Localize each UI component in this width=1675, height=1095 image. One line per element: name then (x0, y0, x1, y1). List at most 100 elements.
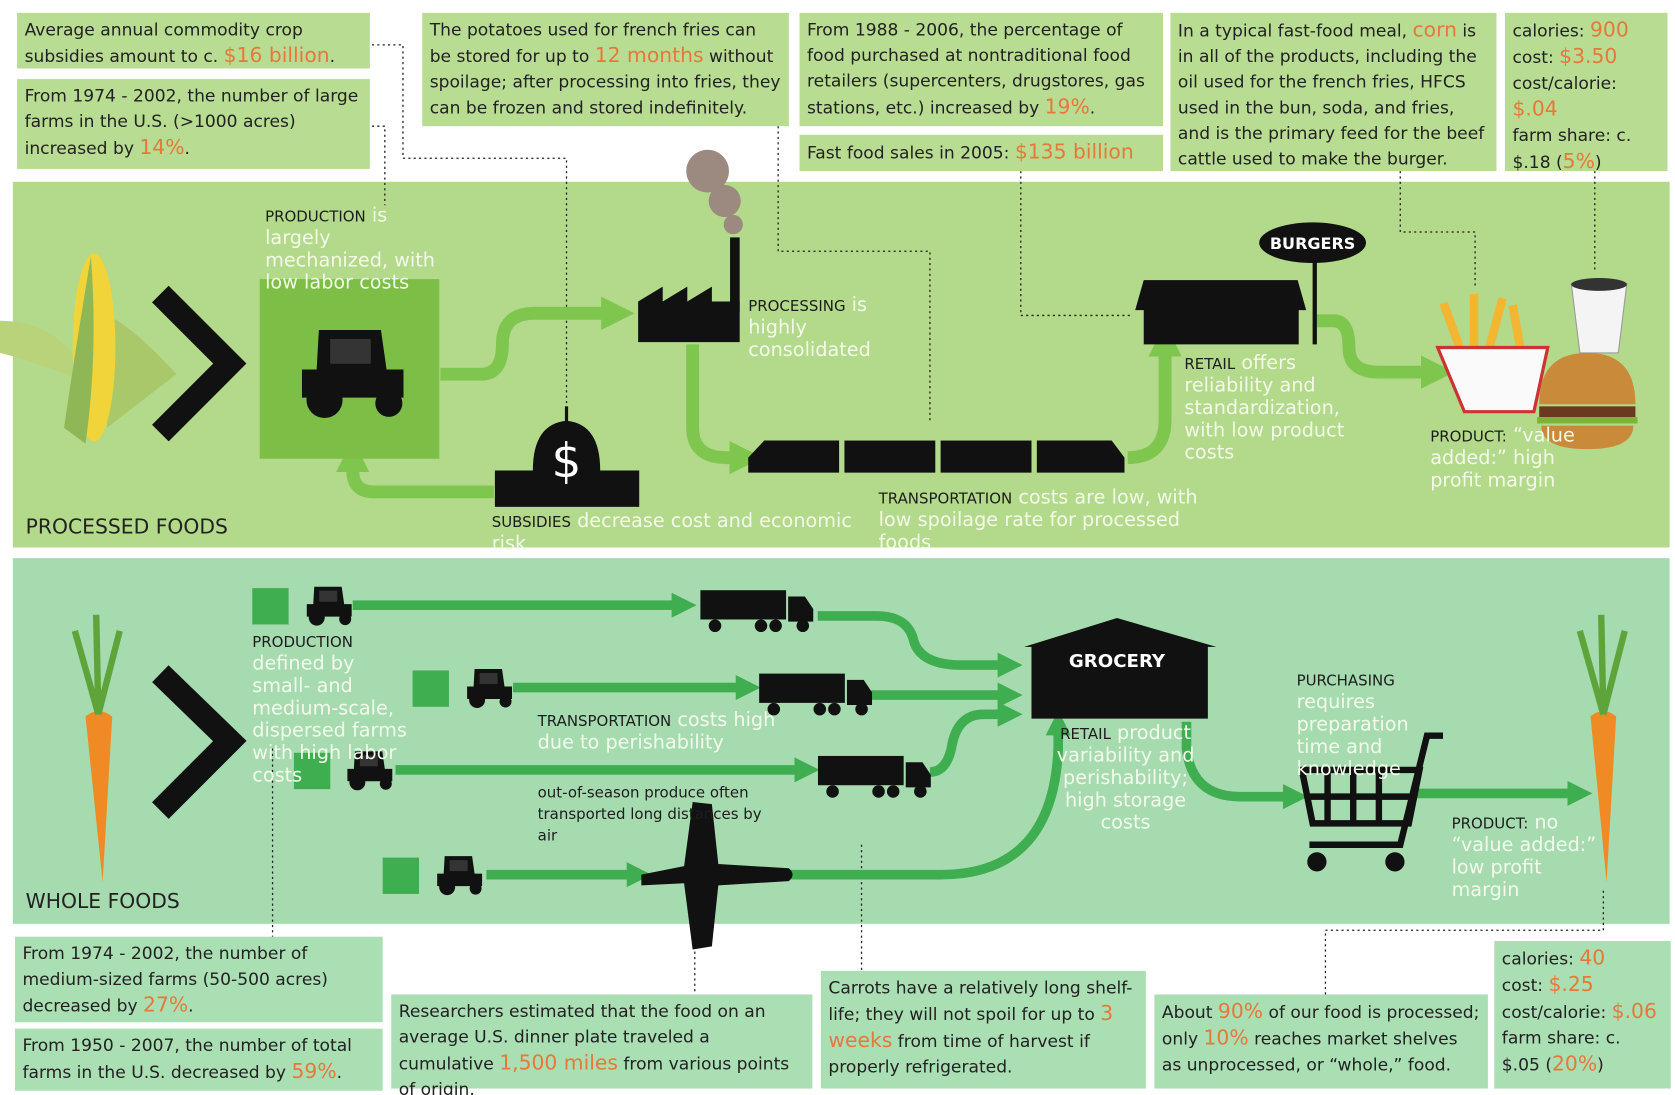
meal-icon-part (1537, 417, 1637, 423)
text: cost: (1502, 975, 1549, 995)
highlight-text: 12 months (595, 44, 704, 68)
step-label: PRODUCT: “value added:” high profit marg… (1430, 426, 1580, 493)
text: About (1162, 1002, 1218, 1022)
highlight-text: 27% (143, 993, 188, 1017)
step-label: out-of-season produce often transported … (538, 783, 768, 847)
farms-part (252, 588, 288, 624)
step-label: RETAIL product variability and perishabi… (1051, 723, 1201, 835)
stats-note: calories: 40cost: $.25cost/calorie: $.06… (1494, 941, 1670, 1089)
stat-line: cost/calorie: $.04 (1512, 71, 1660, 123)
highlight-text: corn (1412, 18, 1456, 42)
text: farm share: c. (1502, 1028, 1621, 1048)
highlight-text: 10% (1204, 1027, 1249, 1051)
stat-line: calories: 900 (1512, 17, 1660, 44)
page: $ BURGERS GROCERY Average annual commodi… (0, 0, 1675, 1095)
dollar-sign: $ (552, 434, 582, 489)
highlight-text: 40 (1579, 946, 1605, 970)
highlight-text: defined by small- and medium-scale, disp… (252, 652, 407, 787)
step-label: SUBSIDIES decrease cost and economic ris… (492, 511, 877, 556)
text: PURCHASING (1297, 673, 1395, 690)
step-label: PRODUCTION defined by small- and medium-… (252, 631, 418, 788)
highlight-text: 1,500 miles (499, 1051, 618, 1075)
stat-line: cost: $.25 (1502, 972, 1663, 999)
text: . (188, 996, 193, 1016)
meal-icon-part (1539, 406, 1635, 417)
text: PRODUCTION (265, 209, 366, 226)
highlight-text: 900 (1590, 18, 1629, 42)
text: SUBSIDIES (492, 514, 571, 531)
text: From 1974 - 2002, the number of large fa… (25, 86, 359, 159)
stat-line: farm share: c. (1502, 1025, 1663, 1051)
text: ) (1595, 152, 1602, 172)
highlight-text: 19% (1045, 95, 1090, 119)
fact-note: Average annual commodity crop subsidies … (17, 13, 370, 69)
stat-line: cost/calorie: $.06 (1502, 999, 1663, 1026)
text: cost/calorie: (1502, 1002, 1612, 1022)
farms-part (413, 670, 449, 706)
text: $.05 ( (1502, 1054, 1552, 1074)
text: . (337, 1062, 342, 1082)
cart-icon-part (1389, 855, 1402, 868)
highlight-text: 20% (1552, 1052, 1597, 1076)
highlight-text: $16 billion (224, 44, 330, 68)
text: cost/calorie: (1512, 73, 1616, 93)
highlight-text: 14% (139, 136, 184, 160)
fact-note: From 1974 - 2002, the number of large fa… (17, 79, 370, 169)
step-label: TRANSPORTATION costs high due to perisha… (538, 710, 816, 755)
text: PRODUCTION (252, 634, 353, 651)
text: calories: (1502, 948, 1580, 968)
text: In a typical fast-food meal, (1178, 20, 1413, 40)
fact-note: About 90% of our food is processed; only… (1154, 994, 1487, 1088)
text: . (1090, 97, 1095, 117)
train-icon-part (941, 441, 1032, 473)
step-label: PRODUCT: no “value added:” low profit ma… (1452, 813, 1602, 903)
section-title: WHOLE FOODS (26, 890, 180, 914)
text: TRANSPORTATION (879, 491, 1013, 508)
fact-note: Researchers estimated that the food on a… (391, 994, 812, 1088)
text: is in all of the products, including the… (1178, 20, 1484, 169)
text: Carrots have a relatively long shelf-lif… (828, 977, 1132, 1024)
step-label: PURCHASING requires preparation time and… (1297, 669, 1457, 781)
factory-icon-part (709, 185, 741, 217)
text: . (330, 46, 335, 66)
fact-note: From 1974 - 2002, the number of medium-s… (15, 937, 383, 1023)
factory-icon-part (730, 237, 740, 312)
text: PRODUCT: (1452, 816, 1529, 833)
meal-icon-part-part (1470, 294, 1479, 353)
stat-line: farm share: c. (1512, 123, 1660, 149)
text: RETAIL (1184, 356, 1235, 373)
meal-icon-part (1571, 283, 1627, 353)
text: PRODUCT: (1430, 429, 1507, 446)
text: out-of-season produce often transported … (538, 785, 762, 845)
text: PROCESSING (748, 298, 845, 315)
section-title: PROCESSED FOODS (26, 515, 228, 539)
text: Fast food sales in 2005: (807, 142, 1015, 162)
step-label: PRODUCTION is largely mechanized, with l… (265, 205, 447, 295)
text: ) (1597, 1054, 1604, 1074)
text: farm share: c. (1512, 125, 1631, 145)
cart-icon-part (1310, 855, 1323, 868)
stat-line: $.05 (20%) (1502, 1051, 1663, 1078)
step-label: RETAIL offers reliability and standardiz… (1184, 353, 1355, 465)
step-label: PROCESSING is highly consolidated (748, 295, 930, 362)
fact-note: Carrots have a relatively long shelf-lif… (821, 971, 1146, 1089)
text: calories: (1512, 20, 1590, 40)
text: RETAIL (1060, 726, 1111, 743)
infographic: $ BURGERS GROCERY Average annual commodi… (0, 0, 1675, 1095)
fact-note: From 1988 - 2006, the percentage of food… (800, 13, 1163, 126)
train-icon-part (844, 441, 935, 473)
highlight-text: 59% (291, 1060, 336, 1084)
highlight-text: 5% (1563, 150, 1595, 174)
text: $.18 ( (1512, 152, 1562, 172)
stat-line: calories: 40 (1502, 945, 1663, 972)
text: TRANSPORTATION (538, 713, 672, 730)
highlight-text: $.25 (1548, 973, 1593, 997)
fact-note: The potatoes used for french fries can b… (422, 13, 789, 126)
meal-icon-part (1571, 278, 1627, 291)
step-label: TRANSPORTATION costs are low, with low s… (879, 488, 1221, 555)
highlight-text: $.06 (1612, 1000, 1657, 1024)
train-icon-part (748, 441, 839, 473)
train-icon-part (1037, 441, 1125, 473)
store-sign: BURGERS (1270, 234, 1355, 253)
